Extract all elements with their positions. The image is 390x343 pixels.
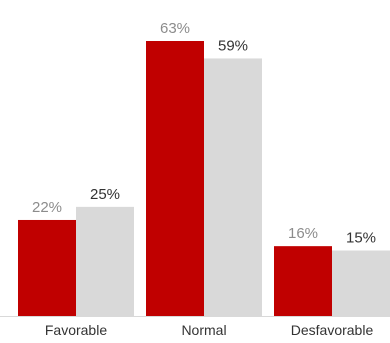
value-label-normal-series-2: 59% [218, 37, 248, 54]
bar-normal-series-1 [146, 41, 204, 316]
category-label-desfavorable: Desfavorable [291, 322, 374, 338]
bar-favorable-series-2 [76, 206, 134, 316]
value-label-normal-series-1: 63% [160, 20, 190, 37]
category-labels-group: Favorable Normal Desfavorable [45, 322, 374, 338]
bar-favorable-series-1 [18, 219, 76, 316]
value-label-desfavorable-series-2: 15% [346, 230, 376, 247]
value-labels-group: 22% 25% 63% 59% 16% 15% [32, 20, 376, 247]
value-label-favorable-series-2: 25% [90, 186, 120, 203]
bars-group [18, 41, 390, 316]
value-label-desfavorable-series-1: 16% [288, 225, 318, 242]
bar-normal-series-2 [204, 58, 262, 316]
value-label-favorable-series-1: 22% [32, 199, 62, 216]
category-label-favorable: Favorable [45, 322, 107, 338]
bar-desfavorable-series-2 [332, 250, 390, 316]
bar-desfavorable-series-1 [274, 246, 332, 316]
category-label-normal: Normal [181, 322, 226, 338]
